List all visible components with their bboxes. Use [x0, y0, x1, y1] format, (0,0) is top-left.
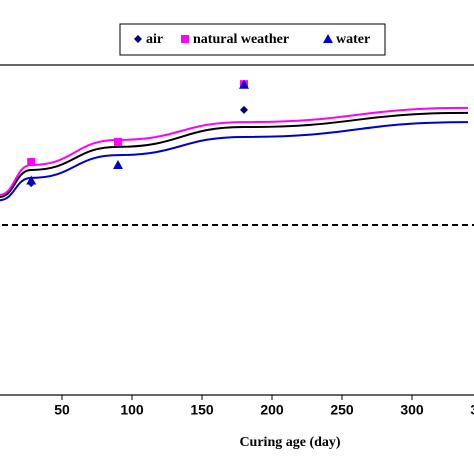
- data-point: [26, 175, 37, 185]
- data-point: [114, 137, 122, 146]
- x-tick-label: 350: [470, 402, 474, 418]
- x-axis-label: Curing age (day): [239, 435, 340, 450]
- x-tick-label: 250: [330, 402, 354, 418]
- legend-marker: [181, 35, 189, 43]
- x-tick-label: 50: [54, 402, 70, 418]
- legend-label: air: [146, 32, 163, 47]
- fit-curve: [0, 111, 469, 198]
- legend-marker: [134, 35, 142, 43]
- data-point: [113, 159, 123, 169]
- legend-label: natural weather: [193, 32, 289, 47]
- legend-label: water: [336, 32, 370, 47]
- data-point: [27, 158, 36, 167]
- x-tick-label: 300: [400, 402, 424, 418]
- plot-area: [0, 64, 474, 396]
- x-tick-label: 100: [120, 402, 144, 418]
- data-point: [239, 79, 249, 89]
- x-tick-label: 150: [190, 402, 214, 418]
- legend-marker: [323, 34, 333, 43]
- legend-box: [119, 23, 386, 56]
- data-point: [240, 105, 248, 114]
- x-tick-label: 200: [260, 402, 284, 418]
- fit-curve: [0, 106, 469, 196]
